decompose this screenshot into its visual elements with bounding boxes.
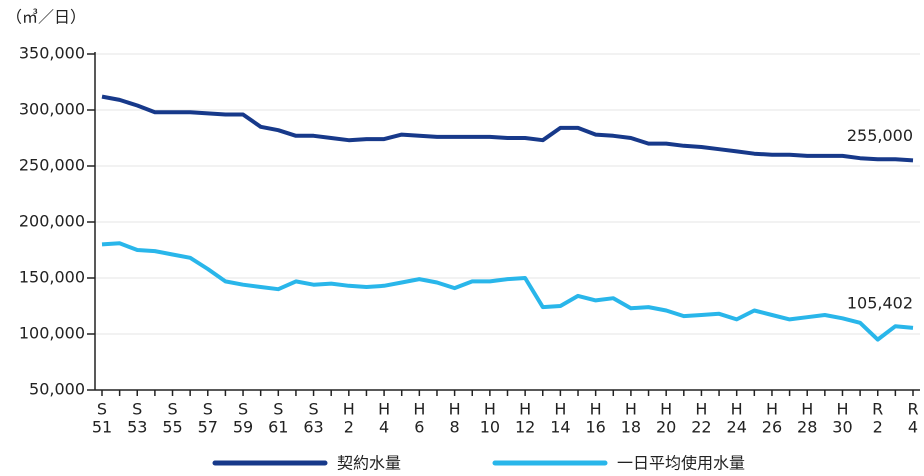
x-tick-label: 22 [691, 418, 711, 437]
y-tick-label: 100,000 [19, 324, 85, 343]
x-tick-label: 8 [450, 418, 460, 437]
x-tick-label: 20 [656, 418, 676, 437]
x-tick-label: H [695, 400, 707, 419]
x-tick-label: H [660, 400, 672, 419]
x-tick-label: H [378, 400, 390, 419]
x-tick-label: 26 [762, 418, 782, 437]
x-tick-label: H [625, 400, 637, 419]
x-tick-label: 55 [162, 418, 182, 437]
x-tick-label: H [731, 400, 743, 419]
x-tick-label: H [590, 400, 602, 419]
x-tick-label: 18 [621, 418, 641, 437]
x-tick-label: H [801, 400, 813, 419]
x-tick-label: H [343, 400, 355, 419]
y-tick-label: 200,000 [19, 212, 85, 231]
x-tick-label: 57 [198, 418, 218, 437]
x-tick-label: 51 [92, 418, 112, 437]
x-tick-label: 61 [268, 418, 288, 437]
x-tick-label: R [907, 400, 918, 419]
y-tick-label: 300,000 [19, 100, 85, 119]
x-tick-label: 12 [515, 418, 535, 437]
x-tick-label: S [167, 400, 177, 419]
legend-label: 一日平均使用水量 [617, 454, 745, 473]
series-line [101, 94, 914, 163]
x-tick-label: S [273, 400, 283, 419]
x-tick-label: 53 [127, 418, 147, 437]
y-tick-label: 150,000 [19, 268, 85, 287]
x-tick-label: 14 [550, 418, 570, 437]
x-tick-label: 2 [873, 418, 883, 437]
x-tick-label: 16 [585, 418, 605, 437]
x-tick-label: H [413, 400, 425, 419]
x-tick-label: 30 [832, 418, 852, 437]
series-line [101, 241, 914, 342]
x-tick-label: H [449, 400, 461, 419]
x-tick-label: H [519, 400, 531, 419]
x-tick-label: 4 [379, 418, 389, 437]
x-tick-label: 63 [303, 418, 323, 437]
x-tick-label: 4 [908, 418, 918, 437]
legend-label: 契約水量 [337, 454, 401, 473]
value-label: 255,000 [847, 126, 913, 145]
x-tick-label: H [836, 400, 848, 419]
x-tick-label: 10 [480, 418, 500, 437]
x-tick-label: S [308, 400, 318, 419]
unit-label: （㎥／日） [6, 8, 86, 27]
y-tick-label: 250,000 [19, 156, 85, 175]
x-tick-label: 24 [727, 418, 747, 437]
x-tick-label: H [766, 400, 778, 419]
y-tick-label: 350,000 [19, 44, 85, 63]
x-tick-label: S [238, 400, 248, 419]
x-tick-label: S [97, 400, 107, 419]
x-tick-label: 2 [344, 418, 354, 437]
x-tick-label: S [203, 400, 213, 419]
x-tick-label: H [554, 400, 566, 419]
x-tick-label: H [484, 400, 496, 419]
x-tick-label: 6 [414, 418, 424, 437]
value-label: 105,402 [847, 293, 913, 312]
y-tick-label: 50,000 [29, 380, 85, 399]
x-tick-label: 59 [233, 418, 253, 437]
x-tick-label: R [872, 400, 883, 419]
x-tick-label: S [132, 400, 142, 419]
x-tick-label: 28 [797, 418, 817, 437]
